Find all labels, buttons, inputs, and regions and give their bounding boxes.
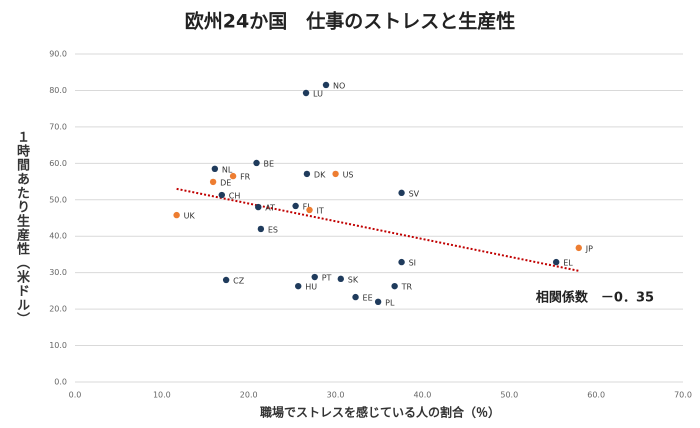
chart-title: 欧州24か国 仕事のストレスと生産性 <box>185 10 515 33</box>
x-tick-label: 40.0 <box>414 391 432 400</box>
point <box>229 172 237 180</box>
point <box>302 89 310 97</box>
point-label: IT <box>317 206 324 215</box>
point-label: CZ <box>233 276 245 285</box>
point <box>575 244 582 252</box>
point <box>352 293 359 301</box>
point <box>292 202 299 210</box>
y-tick-label: 20.0 <box>49 305 67 314</box>
point <box>332 170 339 178</box>
x-tick-label: 10.0 <box>153 391 171 400</box>
point <box>311 273 318 281</box>
annotation: 相関係数 －0．35 <box>536 290 654 306</box>
point <box>374 298 382 306</box>
y-tick-label: 40.0 <box>49 232 67 241</box>
point <box>322 81 330 89</box>
point-label: LU <box>313 89 323 98</box>
point-label: PT <box>322 274 332 283</box>
point-label: US <box>343 170 354 179</box>
x-tick-label: 0.0 <box>69 391 82 400</box>
point-label: ES <box>268 225 278 234</box>
point-label: EL <box>563 259 573 268</box>
point <box>391 282 398 290</box>
point-label: NL <box>222 165 233 174</box>
point-label: AT <box>265 204 275 213</box>
point <box>173 211 180 219</box>
point-label: BE <box>264 159 275 168</box>
x-tick-label: 70.0 <box>674 391 692 400</box>
y-tick-label: 90.0 <box>49 50 67 59</box>
point-label: SI <box>409 259 416 268</box>
point-label: FI <box>303 202 310 211</box>
y-tick-label: 10.0 <box>49 341 67 350</box>
y-tick-label: 60.0 <box>49 159 67 168</box>
point <box>218 191 225 199</box>
point-label: DE <box>220 178 231 187</box>
point <box>253 159 260 167</box>
point-label: JP <box>585 244 593 253</box>
point-label: SV <box>409 189 420 198</box>
point <box>398 189 405 197</box>
point-label: UK <box>184 212 196 221</box>
point-label: DK <box>314 170 326 179</box>
point <box>257 225 265 233</box>
point-label: NO <box>333 81 345 90</box>
point <box>398 258 405 266</box>
y-tick-label: 80.0 <box>49 86 67 95</box>
x-tick-label: 30.0 <box>327 391 345 400</box>
point <box>255 203 262 211</box>
y-tick-label: 30.0 <box>49 268 67 277</box>
point-label: TR <box>401 283 413 292</box>
y-tick-label: 50.0 <box>49 195 67 204</box>
point <box>552 258 560 266</box>
point <box>211 165 219 172</box>
x-tick-label: 20.0 <box>240 391 258 400</box>
point-label: HU <box>305 283 317 292</box>
trendline <box>176 187 579 272</box>
point <box>303 170 311 178</box>
y-axis-label: １時間あたり生産性（米ドル） <box>14 130 29 326</box>
point <box>295 282 302 290</box>
point-label: EE <box>363 294 373 303</box>
point-label: FR <box>240 173 251 182</box>
y-tick-label: 70.0 <box>49 122 67 131</box>
point <box>209 178 217 186</box>
point <box>306 206 313 214</box>
point <box>222 276 230 284</box>
x-tick-label: 60.0 <box>587 391 605 400</box>
point <box>337 275 344 283</box>
y-tick-label: 0.0 <box>54 378 67 387</box>
point-label: CH <box>229 192 241 201</box>
point-label: PL <box>385 298 395 307</box>
x-axis-label: 職場でストレスを感じている人の割合（％） <box>260 405 500 420</box>
point-label: SK <box>348 275 359 284</box>
x-tick-label: 50.0 <box>500 391 518 400</box>
